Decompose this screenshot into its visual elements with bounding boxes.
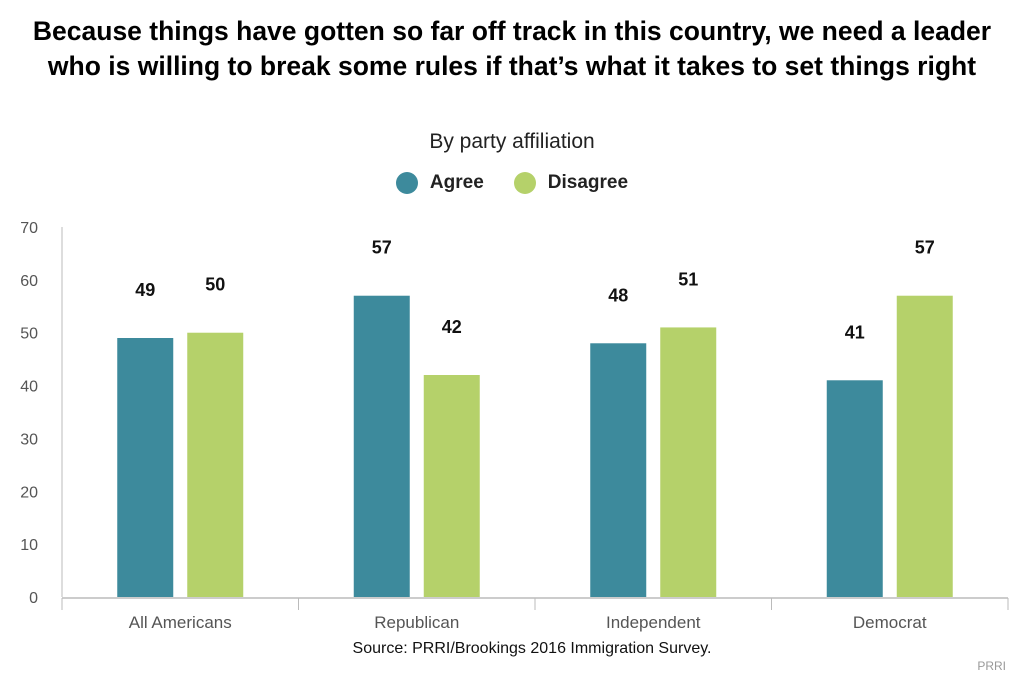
- data-label: 41: [845, 322, 865, 342]
- y-tick-label: 10: [20, 537, 38, 554]
- chart-subtitle: By party affiliation: [429, 130, 595, 153]
- y-tick-label: 60: [20, 273, 38, 290]
- data-label: 57: [915, 238, 935, 258]
- bar-agree: [590, 343, 647, 597]
- bar-disagree: [660, 327, 717, 597]
- legend-swatch-disagree: [513, 172, 536, 194]
- legend-swatch-agree: [395, 172, 418, 194]
- y-tick-label: 20: [20, 484, 38, 501]
- y-tick-label: 30: [20, 431, 38, 448]
- x-tick-label: Republican: [374, 613, 459, 632]
- y-tick-label: 0: [29, 590, 38, 607]
- y-tick-label: 40: [20, 379, 38, 396]
- legend-item-disagree: Disagree: [513, 172, 629, 194]
- bar-disagree: [423, 375, 480, 597]
- source-note: Source: PRRI/Brookings 2016 Immigration …: [352, 640, 712, 657]
- data-label: 49: [135, 280, 155, 300]
- data-label: 57: [372, 238, 392, 258]
- bar-disagree: [896, 295, 953, 597]
- x-tick-label: All Americans: [129, 613, 232, 632]
- data-label: 50: [205, 275, 225, 295]
- legend-label-disagree: Disagree: [547, 172, 629, 193]
- chart-title: Because things have gotten so far off tr…: [32, 16, 992, 81]
- bar-agree: [117, 338, 174, 597]
- y-tick-label: 50: [20, 326, 38, 343]
- legend-label-agree: Agree: [429, 172, 484, 193]
- data-label: 48: [608, 285, 628, 305]
- data-label: 42: [442, 317, 462, 337]
- credit-label: PRRI: [977, 659, 1006, 673]
- y-tick-label: 70: [20, 220, 38, 237]
- bar-agree: [353, 295, 410, 597]
- legend: Agree Disagree: [0, 172, 1024, 194]
- x-tick-label: Independent: [606, 613, 701, 632]
- legend-item-agree: Agree: [395, 172, 484, 194]
- bar-disagree: [187, 332, 244, 597]
- x-tick-label: Democrat: [853, 613, 927, 632]
- data-label: 51: [678, 269, 698, 289]
- bar-agree: [826, 380, 883, 597]
